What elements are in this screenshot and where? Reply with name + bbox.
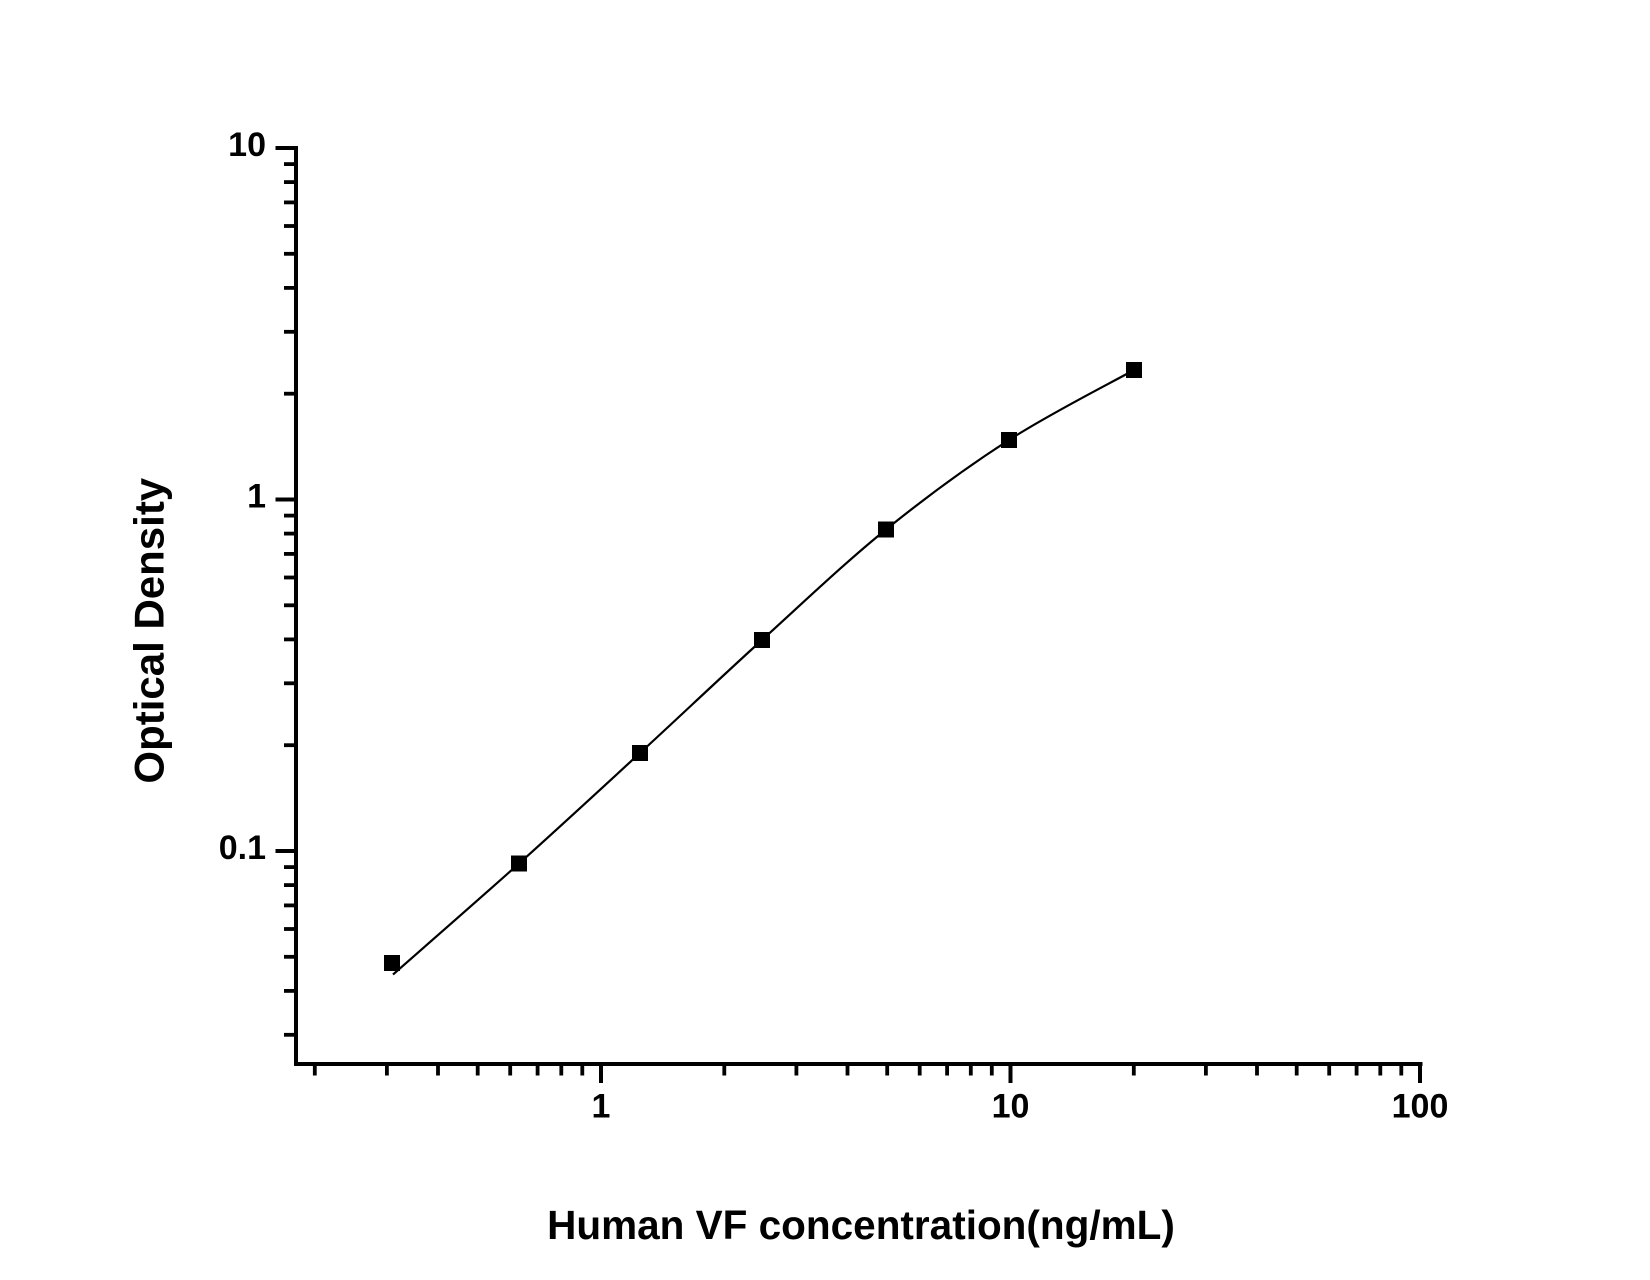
svg-text:10: 10 xyxy=(228,126,266,164)
svg-text:0.1: 0.1 xyxy=(219,829,266,867)
svg-text:100: 100 xyxy=(1392,1088,1449,1126)
svg-text:Human VF concentration(ng/mL): Human VF concentration(ng/mL) xyxy=(547,1202,1175,1248)
svg-text:1: 1 xyxy=(592,1088,611,1126)
svg-text:Optical Density: Optical Density xyxy=(126,477,173,783)
svg-text:10: 10 xyxy=(992,1088,1030,1126)
svg-text:1: 1 xyxy=(247,478,266,516)
